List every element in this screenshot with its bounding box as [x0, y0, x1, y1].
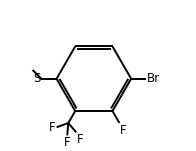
Text: Br: Br [147, 72, 160, 85]
Text: S: S [33, 72, 41, 85]
Text: F: F [77, 133, 84, 146]
Text: F: F [64, 136, 71, 149]
Text: F: F [49, 121, 56, 134]
Text: F: F [120, 124, 127, 137]
